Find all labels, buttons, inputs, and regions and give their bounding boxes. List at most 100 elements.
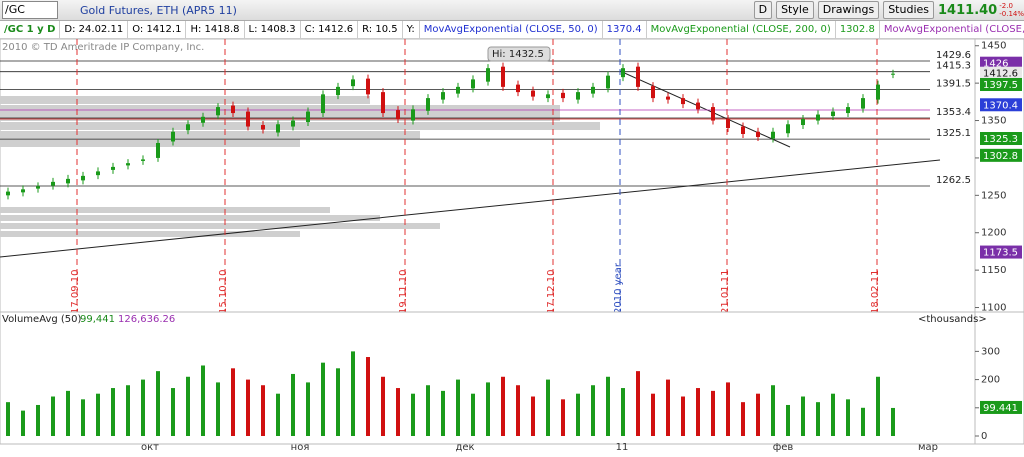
study-name: MovAvgExponential (CLOSE, 200, 0)	[647, 20, 836, 39]
candle-body	[531, 90, 535, 97]
month-label: окт	[141, 442, 159, 453]
date-label: 2010 year	[613, 262, 624, 314]
date-label: 15.10.10	[218, 269, 229, 314]
candle-body	[51, 181, 55, 186]
candle-body	[411, 109, 415, 121]
y-tick-label: 1100	[981, 303, 1006, 314]
candle-body	[801, 119, 805, 126]
candle-body	[786, 124, 790, 134]
candle-body	[861, 98, 865, 109]
candle-body	[351, 79, 355, 87]
date-label: 19.11.10	[398, 269, 409, 314]
candle-body	[516, 84, 520, 93]
trend-line	[0, 159, 941, 258]
hi-label: Hi: 1432.5	[492, 49, 544, 60]
trend-line	[619, 70, 791, 148]
volume-bar	[561, 399, 565, 436]
symbol-input[interactable]: /GC	[2, 1, 58, 19]
info-field: L: 1408.3	[245, 20, 301, 39]
info-field: H: 1418.8	[186, 20, 245, 39]
candle-body	[876, 84, 880, 100]
volume-bar	[306, 382, 310, 436]
price-box	[980, 148, 1022, 162]
volume-profile	[0, 223, 440, 229]
info-row: /GC 1 y D D: 24.02.11 O: 1412.1 H: 1418.8 L:…	[0, 20, 1024, 39]
study-value: 1302.8	[836, 20, 880, 39]
volume-bar	[276, 393, 280, 436]
period-button[interactable]: D	[753, 1, 773, 19]
price-box-label: 1173.5	[983, 248, 1018, 259]
volume-bar	[351, 351, 355, 436]
change-box: -2.0 -0.14%	[999, 2, 1024, 18]
candle-body	[816, 114, 820, 121]
drawings-button[interactable]: Drawings	[817, 1, 880, 19]
volume-bar	[741, 402, 745, 436]
candle-body	[696, 102, 700, 110]
candle-body	[456, 86, 460, 94]
candle-body	[186, 124, 190, 131]
candle-body	[366, 78, 370, 95]
info-field: Y:	[403, 20, 420, 39]
volume-bar	[861, 407, 865, 436]
volume-profile	[0, 113, 560, 121]
volume-profile	[0, 139, 300, 147]
price-box-label: 1325.3	[983, 134, 1018, 145]
volume-bar	[96, 393, 100, 436]
y-tick-label: 1150	[981, 265, 1006, 276]
study-value: 1370.4	[603, 20, 647, 39]
volume-bar	[516, 385, 520, 436]
candle-body	[111, 166, 115, 170]
volume-bar	[321, 362, 325, 436]
volume-bar	[531, 396, 535, 436]
description: Gold Futures, ETH (APR5 11)	[80, 3, 237, 17]
volume-bar	[111, 388, 115, 436]
hi-box	[487, 46, 551, 62]
volume-axis	[974, 311, 1024, 445]
candle-body	[261, 125, 265, 130]
volume-bar	[21, 410, 25, 436]
candle-body	[711, 107, 715, 121]
volume-bar	[201, 365, 205, 436]
candle-body	[66, 178, 70, 184]
candle-body	[741, 126, 745, 134]
candle-body	[831, 111, 835, 117]
price-box-label: 1397.5	[983, 80, 1018, 91]
month-label: ноя	[291, 442, 310, 453]
candle-body	[651, 86, 655, 99]
volume-profile	[0, 105, 560, 113]
volume-bar	[261, 385, 265, 436]
level-label: 1429.6	[936, 50, 971, 61]
volume-value: 99,441	[80, 314, 115, 325]
volume-bar	[891, 407, 895, 436]
volume-bar	[186, 376, 190, 436]
volume-bar	[36, 404, 40, 436]
y-tick-label: 1450	[981, 41, 1006, 52]
style-button[interactable]: Style	[776, 1, 814, 19]
candle-body	[21, 189, 25, 193]
info-field: D: 24.02.11	[60, 20, 129, 39]
volume-bar	[876, 376, 880, 436]
date-label: 17.09.10	[70, 269, 81, 314]
volume-last-box	[980, 400, 1022, 414]
volume-bar	[66, 390, 70, 436]
month-label: 11	[616, 442, 629, 453]
volume-bar	[216, 382, 220, 436]
volume-bar	[171, 388, 175, 436]
volume-profile	[0, 215, 380, 221]
volume-bar	[426, 385, 430, 436]
studies-button[interactable]: Studies	[883, 1, 935, 19]
volume-profile	[0, 96, 370, 104]
volume-bar	[681, 396, 685, 436]
price-panel	[0, 39, 976, 323]
y-tick-label: 1250	[981, 190, 1006, 201]
volume-bar	[606, 376, 610, 436]
candle-body	[36, 186, 40, 189]
volume-bar	[141, 379, 145, 436]
candle-body	[441, 92, 445, 100]
candle-body	[126, 163, 130, 166]
month-label: дек	[455, 442, 474, 453]
y-tick-label: 300	[981, 346, 1000, 357]
date-label: 17.12.10	[546, 269, 557, 314]
volume-bar	[591, 385, 595, 436]
volume-bar	[651, 393, 655, 436]
